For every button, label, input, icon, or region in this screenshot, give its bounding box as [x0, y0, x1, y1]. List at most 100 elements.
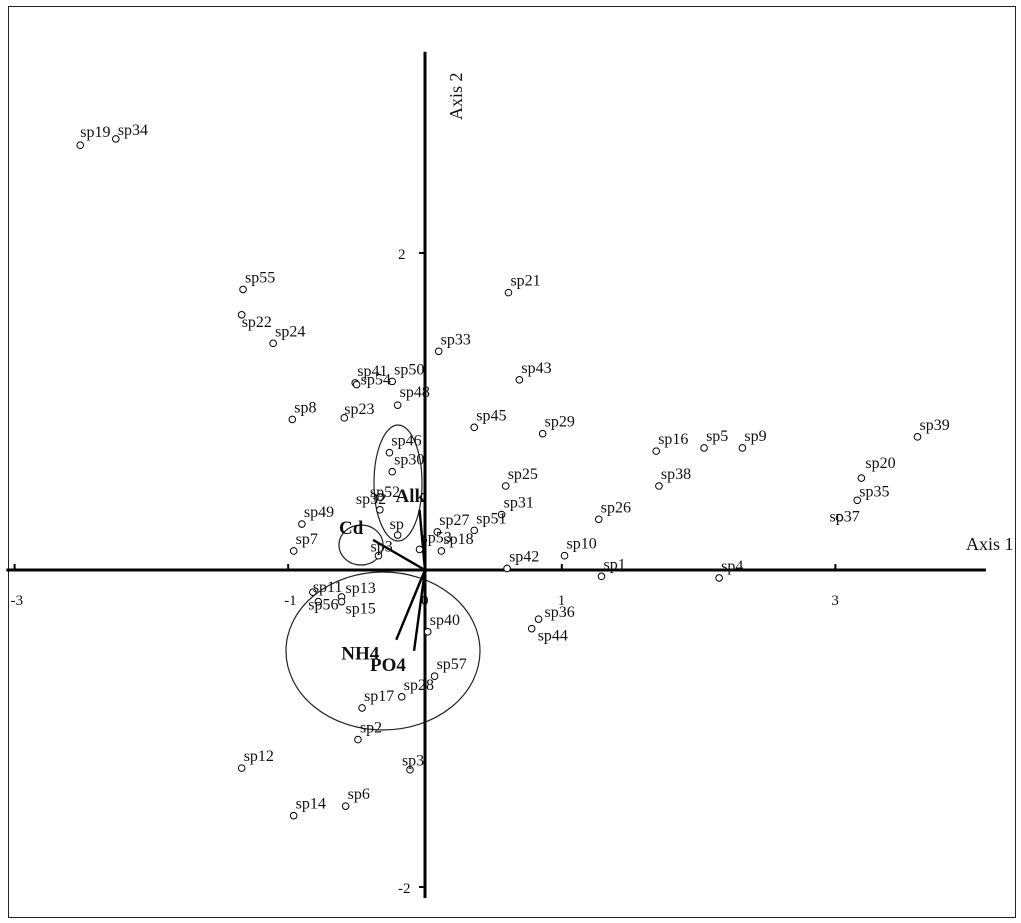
species-label: sp49: [304, 504, 334, 521]
species-label: sp43: [521, 360, 551, 377]
x-axis-label: Axis 1: [966, 534, 1014, 554]
species-label: sp55: [245, 269, 275, 286]
chart-frame: [8, 6, 1016, 918]
species-label: sp12: [244, 748, 274, 765]
species-label: sp23: [344, 401, 374, 418]
species-point: [594, 515, 603, 524]
env-vector-label: NH4: [341, 644, 380, 665]
y-tick-label: -2: [398, 881, 411, 897]
species-label: sp15: [346, 601, 376, 618]
species-point: [423, 628, 432, 636]
species-label: sp34: [118, 122, 148, 139]
species-point: [289, 811, 298, 820]
species-label: sp: [390, 516, 404, 533]
env-vector-cd: [372, 538, 426, 572]
x-tick-label: -3: [11, 593, 23, 609]
species-label: sp50: [394, 361, 424, 378]
species-point: [835, 513, 844, 522]
species-point: [470, 423, 479, 432]
species-label: sp16: [658, 431, 688, 448]
species-label: sp30: [394, 452, 424, 469]
species-label: sp48: [400, 384, 430, 401]
species-point: [269, 339, 277, 348]
species-label: sp37: [830, 509, 860, 526]
species-point: [715, 574, 723, 582]
species-label: sp56: [308, 597, 338, 614]
species-label: sp10: [567, 536, 597, 553]
species-label: sp38: [661, 466, 691, 483]
species-point: [415, 545, 424, 554]
species-point: [700, 444, 708, 452]
species-label: sp18: [443, 531, 473, 548]
species-label: sp22: [242, 314, 272, 331]
species-point: [853, 496, 862, 505]
species-point: [374, 551, 383, 560]
species-label: sp21: [510, 273, 540, 290]
species-point: [515, 376, 524, 384]
species-label: sp1: [603, 556, 625, 573]
species-point: [341, 802, 350, 810]
species-label: sp44: [538, 628, 568, 645]
species-point: [376, 505, 384, 514]
species-point: [393, 531, 402, 539]
species-label: sp3: [370, 539, 392, 556]
species-label: sp9: [744, 428, 766, 445]
species-point: [237, 764, 246, 772]
species-label: sp33: [441, 331, 471, 348]
species-label: sp8: [294, 399, 316, 416]
species-point: [857, 474, 866, 482]
env-vector-label: PO4: [370, 655, 406, 676]
species-label: sp51: [476, 510, 506, 527]
species-label: sp25: [508, 466, 538, 483]
species-label: sp57: [437, 656, 467, 673]
species-point: [288, 415, 297, 424]
species-point: [237, 311, 246, 319]
grouping-ellipses: [285, 424, 481, 731]
species-label: sp14: [296, 796, 326, 813]
species-point: [112, 135, 120, 143]
species-point: [340, 414, 349, 422]
species-points: [76, 135, 922, 820]
species-point: [430, 672, 439, 680]
species-label: sp11: [313, 579, 343, 596]
species-label: sp13: [346, 580, 376, 597]
group-ellipse: [373, 424, 423, 542]
species-point: [76, 141, 85, 150]
species-point: [354, 735, 362, 744]
x-tick-label: -1: [284, 593, 297, 609]
species-label: sp6: [348, 786, 370, 803]
species-point: [652, 447, 660, 455]
species-label: sp40: [430, 612, 460, 629]
x-tick-label: 0: [421, 593, 429, 609]
species-label: sp31: [504, 495, 534, 512]
species-label: sp41: [357, 363, 387, 380]
species-point: [309, 588, 317, 596]
species-label: sp52: [370, 484, 400, 501]
species-point: [289, 547, 298, 555]
species-point: [538, 429, 547, 438]
species-point: [388, 377, 396, 386]
species-point: [376, 493, 384, 501]
env-vector-po4: [412, 569, 427, 651]
species-point: [655, 482, 663, 490]
species-label: sp32: [356, 491, 386, 508]
species-label: sp20: [865, 455, 895, 472]
species-point: [560, 551, 569, 560]
env-vector-label: Alk: [396, 486, 426, 507]
species-point: [913, 433, 922, 441]
species-point: [388, 467, 396, 476]
env-vector-nh4: [395, 569, 427, 641]
species-point: [352, 380, 361, 389]
species-label: sp3: [402, 753, 424, 770]
species-point: [397, 693, 406, 701]
species-label: sp4: [721, 558, 743, 575]
species-label: sp35: [859, 483, 889, 500]
species-label: sp45: [476, 407, 506, 424]
env-vector-alk: [418, 509, 427, 571]
species-label: sp54: [361, 372, 391, 389]
species-point: [358, 704, 366, 712]
env-vector-label: Cd: [339, 518, 364, 539]
species-point: [738, 444, 747, 452]
species-label: sp28: [404, 677, 434, 694]
species-point: [501, 482, 510, 490]
